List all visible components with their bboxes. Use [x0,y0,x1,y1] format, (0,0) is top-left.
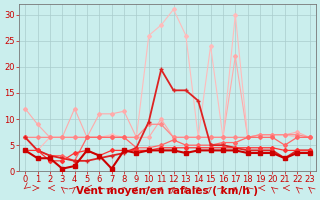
X-axis label: Vent moyen/en rafales ( km/h ): Vent moyen/en rafales ( km/h ) [76,186,258,196]
